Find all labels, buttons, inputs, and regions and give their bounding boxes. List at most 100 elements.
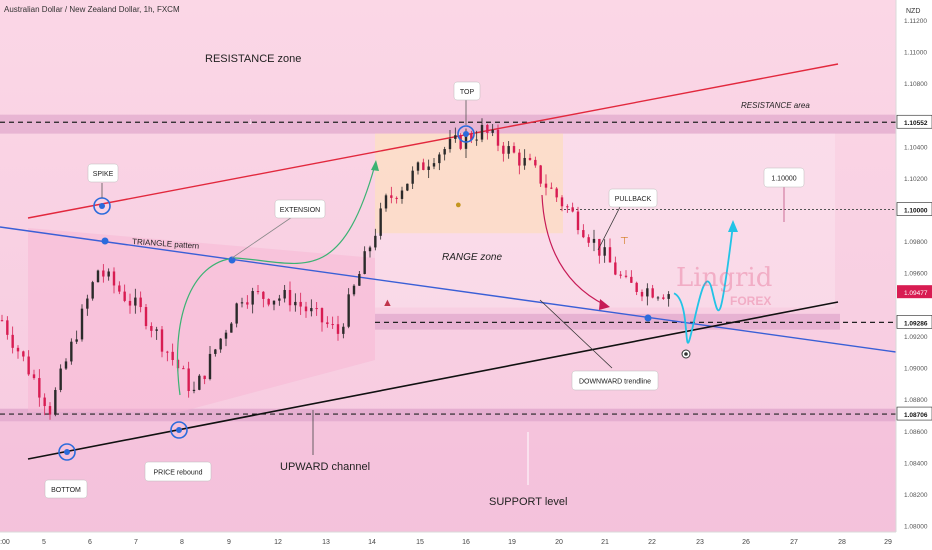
candle: [614, 262, 617, 275]
resistance-trendline: [27, 63, 839, 219]
pullback-label: PULLBACK: [615, 196, 652, 203]
candle: [667, 294, 670, 299]
price-tick: 1.10800: [904, 81, 928, 88]
resistance-area-label: RESISTANCE area: [741, 101, 810, 110]
candle: [134, 297, 137, 306]
money-bag-icon: ●: [455, 199, 462, 211]
time-tick: 23: [696, 539, 704, 546]
time-tick: 29: [884, 539, 892, 546]
extension-label-box[interactable]: [274, 199, 326, 219]
candle: [363, 251, 366, 274]
candle: [203, 375, 206, 380]
candle: [320, 308, 324, 323]
candle: [582, 230, 585, 238]
candle: [454, 135, 457, 139]
time-tick: 22: [648, 539, 656, 546]
candle: [86, 298, 89, 309]
resistance-zone-label: RESISTANCE zone: [205, 53, 301, 65]
eye-pupil-icon: [684, 352, 688, 356]
candle: [518, 152, 521, 166]
current-price-value: 1.09477: [904, 290, 928, 297]
candle: [70, 341, 73, 362]
candle: [379, 208, 382, 236]
candle: [38, 378, 41, 398]
candle: [630, 276, 633, 283]
top-label-box[interactable]: [453, 81, 481, 101]
extension-arrow: [176, 164, 376, 396]
bottom-label-box[interactable]: [44, 479, 88, 499]
candle: [214, 349, 217, 354]
touch-point: [228, 256, 236, 264]
candle: [555, 188, 558, 198]
touch-point: [101, 237, 109, 245]
pullback-arrowhead: [599, 299, 610, 310]
price-tick: 1.08400: [904, 460, 928, 467]
candle: [528, 157, 532, 160]
candle: [166, 351, 169, 353]
time-tick: 14: [368, 539, 376, 546]
candle: [112, 271, 116, 286]
candle: [347, 294, 350, 327]
candle: [384, 195, 388, 209]
currency-label: NZD: [906, 8, 920, 15]
price-tick: 1.10200: [904, 176, 928, 183]
level-price-tag[interactable]: [896, 202, 932, 216]
time-tick: 12: [274, 539, 282, 546]
downtrend-connector: [539, 299, 613, 369]
spike-label: SPIKE: [93, 171, 114, 178]
level-price-value: 1.10552: [904, 120, 928, 127]
price-tick: 1.09800: [904, 239, 928, 246]
time-tick: 20: [555, 539, 563, 546]
level-price-value: 1.10000: [904, 208, 928, 215]
candle: [470, 134, 473, 140]
price-axis[interactable]: 1.11200 1.11000 1.10800 1.10552 1.10400 1.102…: [896, 18, 932, 531]
candle: [16, 347, 20, 352]
time-axis[interactable]: 3:00 5 6 7 8 9 12 13 14 15 16 19 20 21 22 23 26 27 28 29: [0, 539, 892, 546]
brand-watermark: Lingrid: [676, 263, 772, 293]
candle: [496, 129, 500, 146]
candle: [128, 300, 132, 306]
candle: [646, 288, 649, 297]
candle: [459, 135, 462, 149]
downward-trendline-label-box[interactable]: [571, 370, 659, 391]
time-tick: 7: [134, 539, 138, 546]
candle: [278, 298, 281, 301]
candle: [283, 289, 286, 299]
price-tick: 1.08800: [904, 397, 928, 404]
candle: [246, 302, 249, 305]
demand-zone: [375, 313, 840, 330]
price-tick: 1.09600: [904, 271, 928, 278]
price-rebound-label-box[interactable]: [144, 461, 212, 482]
range-zone-box: [375, 133, 563, 234]
level-1-10000-label-box[interactable]: [763, 167, 805, 188]
candle: [219, 338, 222, 350]
level-price-tag[interactable]: [896, 406, 932, 421]
price-axis-panel: [896, 0, 932, 532]
pullback-arrow: [541, 194, 606, 306]
candle: [374, 235, 377, 248]
current-price-tag[interactable]: [897, 285, 932, 299]
price-tick: 1.10400: [904, 144, 928, 151]
resistance-band: [0, 114, 896, 134]
level-price-tag[interactable]: [896, 315, 932, 329]
candle: [59, 368, 62, 390]
candle: [0, 320, 4, 322]
price-tick: 1.08200: [904, 492, 928, 499]
time-tick: 5: [42, 539, 46, 546]
candle: [368, 247, 372, 252]
spike-label-box[interactable]: [87, 163, 119, 183]
candle: [192, 389, 196, 392]
candle: [198, 375, 201, 390]
marker-circle: [58, 443, 76, 461]
candle: [102, 270, 105, 277]
brand-watermark-sub: FOREX: [730, 294, 771, 308]
level-price-value: 1.09286: [904, 320, 928, 327]
pullback-label-box[interactable]: [608, 188, 658, 208]
candle: [96, 270, 100, 283]
candle: [352, 285, 356, 295]
candle: [43, 397, 46, 407]
level-price-tag[interactable]: [896, 114, 932, 129]
candle: [416, 162, 420, 171]
candle: [390, 195, 393, 198]
